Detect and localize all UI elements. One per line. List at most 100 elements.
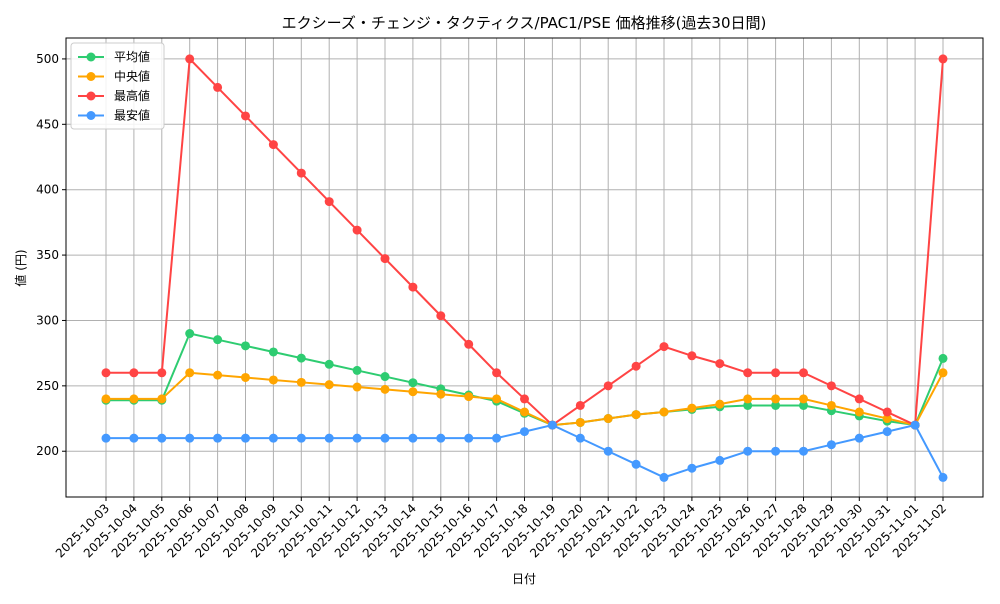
data-point (408, 387, 418, 397)
data-point (296, 433, 306, 443)
data-point (352, 382, 362, 392)
data-point (575, 417, 585, 427)
data-point (296, 168, 306, 178)
data-point (241, 372, 250, 382)
series-group (101, 54, 948, 482)
data-point (631, 410, 641, 420)
data-point (854, 394, 864, 404)
data-point (799, 446, 808, 456)
data-point (631, 361, 641, 371)
data-point (771, 446, 781, 456)
data-point (213, 82, 223, 92)
data-point (882, 407, 892, 417)
legend-marker (86, 91, 96, 101)
data-point (938, 472, 948, 482)
data-point (380, 433, 390, 443)
data-point (185, 433, 195, 443)
data-point (213, 335, 223, 345)
data-point (380, 254, 390, 264)
data-point (185, 329, 195, 339)
data-point (799, 368, 808, 378)
data-point (213, 433, 223, 443)
data-point (129, 394, 139, 404)
legend-marker (86, 52, 96, 62)
data-point (129, 368, 139, 378)
data-point (743, 368, 753, 378)
data-point (882, 427, 892, 437)
data-point (547, 420, 557, 430)
legend-label: 最安値 (114, 108, 150, 123)
data-point (352, 365, 362, 375)
data-point (101, 368, 111, 378)
data-point (826, 381, 836, 391)
data-point (687, 463, 697, 473)
data-point (799, 400, 808, 410)
y-tick-label: 350 (36, 248, 59, 262)
data-point (241, 111, 250, 121)
data-point (157, 368, 167, 378)
data-point (938, 54, 948, 64)
data-point (771, 368, 781, 378)
data-point (157, 433, 167, 443)
axis-ticks: 2025-10-032025-10-042025-10-052025-10-06… (36, 52, 949, 561)
data-point (492, 368, 502, 378)
data-point (213, 370, 223, 380)
y-tick-label: 450 (36, 117, 59, 131)
data-point (575, 433, 585, 443)
y-tick-label: 300 (36, 313, 59, 327)
data-point (268, 140, 278, 150)
data-point (436, 389, 446, 399)
data-point (324, 359, 334, 369)
series-3 (101, 420, 948, 482)
data-point (631, 459, 641, 469)
x-axis-label: 日付 (512, 572, 536, 586)
data-point (324, 197, 334, 207)
data-point (575, 400, 585, 410)
data-point (882, 414, 892, 424)
data-point (241, 341, 250, 351)
data-point (129, 433, 139, 443)
data-point (938, 368, 948, 378)
data-point (743, 446, 753, 456)
data-point (603, 381, 613, 391)
data-point (436, 311, 446, 321)
y-tick-label: 500 (36, 52, 59, 66)
legend-box (70, 42, 165, 130)
data-point (687, 351, 697, 361)
data-point (520, 407, 529, 417)
data-point (380, 384, 390, 394)
data-point (603, 414, 613, 424)
data-point (826, 400, 836, 410)
chart-title: エクシーズ・チェンジ・タクティクス/PAC1/PSE 価格推移(過去30日間) (282, 14, 767, 32)
data-point (659, 472, 669, 482)
y-axis-label: 値 (円) (13, 249, 28, 286)
data-point (492, 394, 502, 404)
y-tick-label: 200 (36, 444, 59, 458)
data-point (268, 433, 278, 443)
data-point (380, 372, 390, 382)
data-point (464, 392, 474, 402)
data-point (157, 394, 167, 404)
data-point (799, 394, 808, 404)
data-point (268, 347, 278, 357)
data-point (268, 375, 278, 385)
y-tick-label: 250 (36, 379, 59, 393)
data-point (408, 433, 418, 443)
data-point (603, 446, 613, 456)
data-point (101, 394, 111, 404)
data-point (408, 282, 418, 292)
data-point (826, 440, 836, 450)
data-point (715, 359, 725, 369)
data-point (296, 353, 306, 363)
data-point (743, 394, 753, 404)
data-point (352, 433, 362, 443)
data-point (408, 378, 418, 388)
data-point (492, 433, 502, 443)
data-point (520, 394, 529, 404)
data-point (324, 433, 334, 443)
data-point (185, 54, 195, 64)
data-point (296, 377, 306, 387)
y-tick-label: 400 (36, 183, 59, 197)
